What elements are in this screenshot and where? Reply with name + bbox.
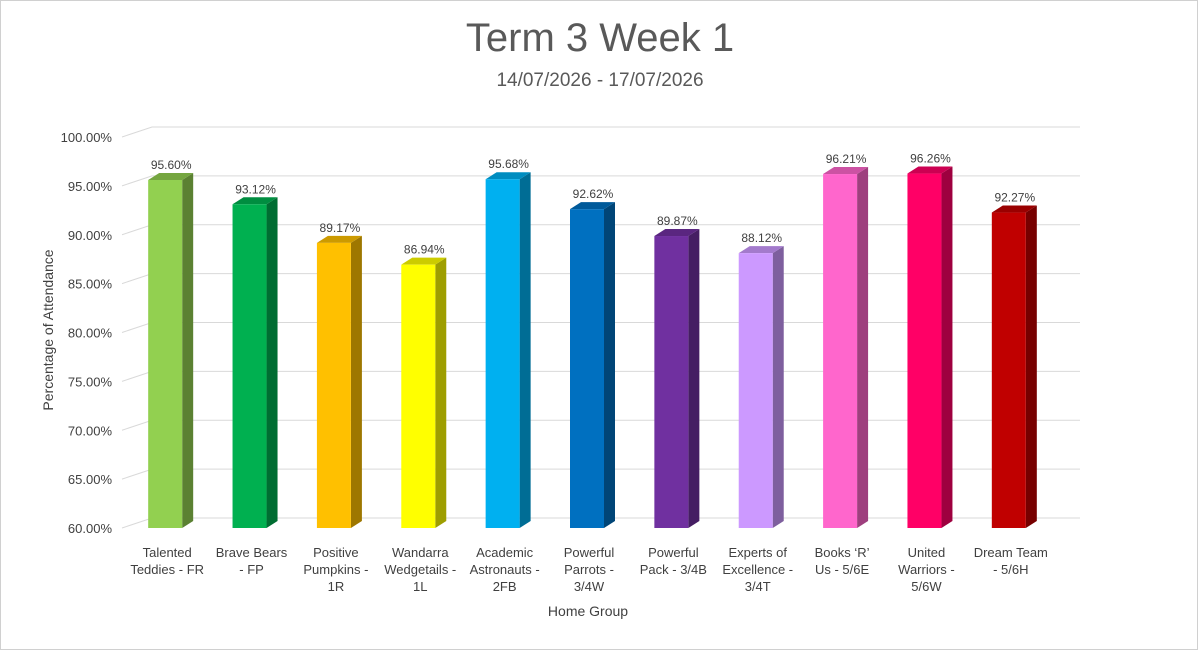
chart-title: Term 3 Week 1: [465, 16, 735, 60]
bar-front: [654, 236, 689, 528]
x-tick-label: United Warriors -5/6W: [898, 545, 955, 594]
bar: [232, 197, 278, 528]
y-tick-label: 60.00%: [68, 521, 113, 536]
bar: [401, 257, 447, 528]
bar: [907, 166, 953, 528]
bar: [316, 235, 362, 528]
bar-side: [772, 246, 784, 528]
data-label: 96.21%: [826, 152, 867, 166]
data-label: 95.60%: [151, 158, 192, 172]
bar-top: [570, 202, 615, 210]
bar-side: [182, 173, 194, 528]
bar-side: [350, 235, 362, 528]
x-tick-label: Powerful Parrots -3/4W: [564, 545, 615, 594]
bar-top: [401, 257, 447, 265]
bar-top: [738, 246, 784, 254]
bar-top: [823, 167, 869, 175]
bar-front: [232, 204, 267, 528]
bar-side: [941, 166, 953, 528]
bar-front: [738, 253, 773, 528]
x-tick-label: Talented Teddies - FR: [130, 545, 204, 577]
bar: [485, 172, 531, 528]
bar-front: [485, 179, 520, 528]
data-label: 96.26%: [910, 152, 951, 166]
x-tick-label: Books ‘R’ Us - 5/6E: [815, 545, 870, 577]
y-tick-label: 70.00%: [68, 423, 113, 438]
bar-top: [232, 197, 278, 205]
x-tick-label: Powerful Pack - 3/4B: [640, 545, 707, 577]
gridline: [121, 175, 1080, 187]
bar-top: [485, 172, 531, 180]
bar: [570, 202, 615, 528]
data-labels: 95.60% 93.12% 89.17% 86.94% 95.68% 92.62% 89.8…: [151, 152, 1036, 257]
data-label: 88.12%: [741, 231, 782, 245]
bar-front: [148, 180, 183, 528]
bar: [823, 167, 869, 529]
bars: [148, 166, 1037, 529]
y-tick-label: 90.00%: [68, 228, 113, 243]
data-label: 95.68%: [488, 157, 529, 171]
x-axis-categories: Talented Teddies - FR Brave Bears - FP Posit…: [130, 545, 1048, 594]
x-tick-label: Dream Team - 5/6H: [974, 545, 1048, 577]
bar-top: [991, 205, 1037, 213]
bar-front: [570, 209, 604, 528]
y-tick-label: 65.00%: [68, 472, 113, 487]
y-tick-label: 80.00%: [68, 326, 113, 341]
bar-top: [148, 173, 194, 181]
bar-front: [316, 242, 351, 528]
bar-front: [907, 173, 942, 528]
bar-front: [401, 264, 436, 528]
y-tick-label: 85.00%: [68, 277, 113, 292]
y-tick-label: 95.00%: [68, 179, 113, 194]
bar-side: [1025, 205, 1037, 529]
bar-side: [688, 229, 700, 528]
bar-side: [857, 167, 869, 529]
x-tick-label: Academic Astronauts -2FB: [470, 545, 540, 594]
bar: [148, 173, 194, 528]
x-tick-label: Wandarra Wedgetails -1L: [384, 545, 456, 594]
y-axis-label: Percentage of Attendance: [40, 249, 56, 410]
x-axis-label: Home Group: [548, 603, 628, 619]
bar-front: [991, 212, 1026, 529]
data-label: 92.27%: [994, 191, 1035, 205]
x-tick-label: Positive Pumpkins -1R: [303, 545, 368, 594]
chart-subtitle: 14/07/2026 - 17/07/2026: [496, 70, 704, 91]
bar-top: [316, 235, 362, 243]
bar-top: [654, 229, 700, 237]
data-label: 86.94%: [404, 243, 445, 257]
y-tick-label: 75.00%: [68, 374, 113, 389]
gridline: [121, 126, 1080, 138]
data-label: 92.62%: [573, 187, 614, 201]
y-axis-ticks: 60.00% 65.00% 70.00% 75.00% 80.00% 85.00% 90.0…: [61, 130, 113, 536]
bar-front: [823, 174, 858, 529]
bar: [738, 246, 784, 528]
data-label: 89.87%: [657, 214, 698, 228]
x-tick-label: Brave Bears - FP: [216, 545, 288, 577]
bar-side: [519, 172, 531, 528]
data-label: 93.12%: [235, 182, 276, 196]
x-tick-label: Experts of Excellence -3/4T: [722, 545, 793, 594]
bar-side: [604, 202, 615, 528]
bar: [654, 229, 700, 528]
bar-top: [907, 166, 953, 174]
y-tick-label: 100.00%: [61, 130, 113, 145]
bar: [991, 205, 1037, 529]
bar-side: [266, 197, 278, 528]
bar-side: [435, 257, 447, 528]
data-label: 89.17%: [320, 221, 361, 235]
